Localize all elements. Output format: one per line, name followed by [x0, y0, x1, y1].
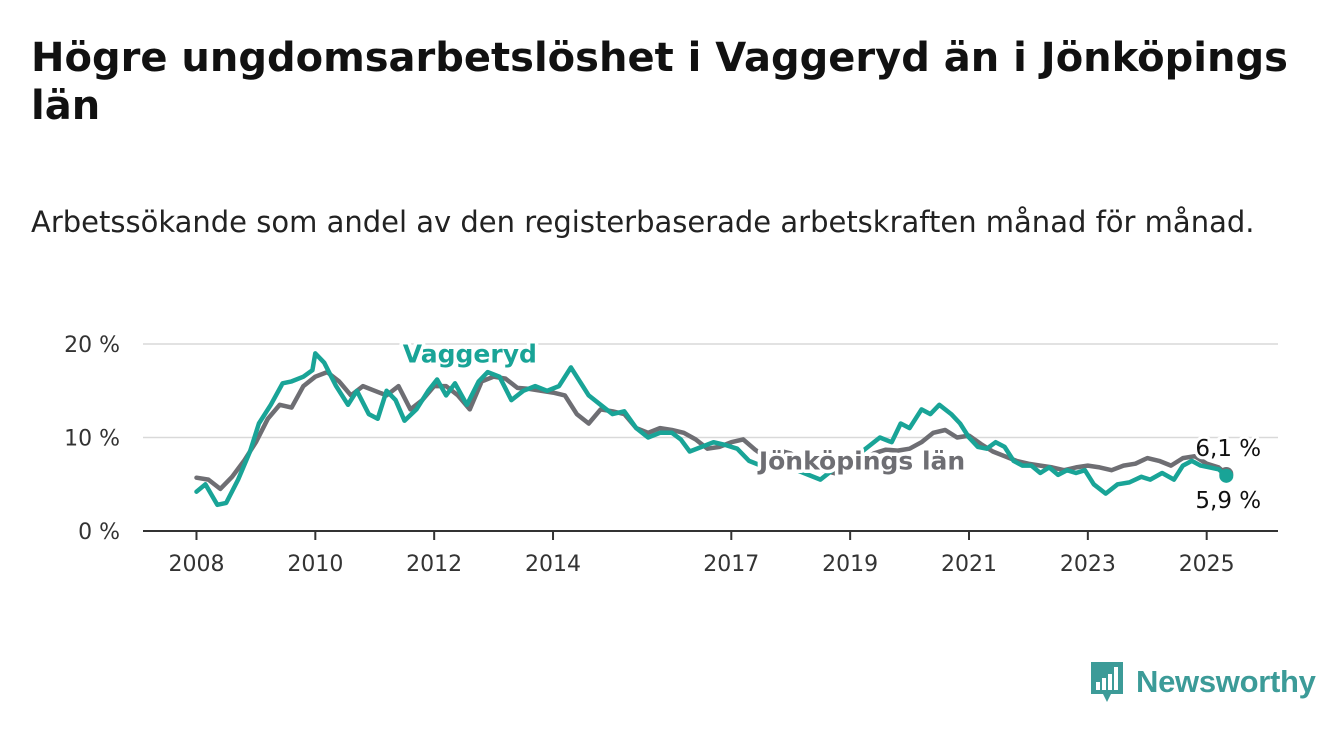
x-tick-label: 2012: [406, 552, 462, 577]
x-tick-label: 2014: [525, 552, 581, 577]
newsworthy-logo: Newsworthy: [1089, 660, 1316, 704]
x-tick-label: 2010: [287, 552, 343, 577]
chart-title: Högre ungdomsarbetslöshet i Vaggeryd än …: [31, 35, 1288, 129]
y-tick-label: 10 %: [64, 427, 120, 452]
grid-lines: [143, 343, 1278, 439]
x-tick-label: 2021: [941, 552, 997, 577]
series-end-point-vaggeryd: [1219, 468, 1234, 483]
series-labels: Jönköpings län 6,1 % Vaggeryd 5,9 %: [399, 336, 1264, 517]
newsworthy-logo-icon: [1091, 662, 1123, 702]
y-tick-label: 20 %: [64, 333, 120, 358]
end-value-label-j-nk-pings-l-n: 6,1 %: [1195, 436, 1261, 462]
x-tick-label: 2017: [703, 552, 759, 577]
x-tick-label: 2019: [822, 552, 878, 577]
end-value-label-vaggeryd: 5,9 %: [1195, 488, 1261, 514]
brand-name: Newsworthy: [1136, 664, 1316, 699]
x-tick-label: 2023: [1060, 552, 1116, 577]
series-line-j-nk-pings-l-n: [194, 369, 1229, 492]
x-tick-label: 2008: [168, 552, 224, 577]
series-lines: [194, 351, 1234, 508]
chart-subtitle: Arbetssökande som andel av den registerb…: [31, 205, 1255, 239]
series-line-vaggeryd: [194, 351, 1229, 508]
y-axis-ticks: 0 % 10 % 20 %: [64, 333, 120, 545]
series-label-vaggeryd: Vaggeryd: [403, 340, 537, 369]
y-tick-label: 0 %: [78, 520, 120, 545]
x-axis-ticks: 2008 2010 2012 2014 2017 2019 2021 2023 2025: [168, 531, 1235, 577]
series-label-j-nk-pings-l-n: Jönköpings län: [757, 446, 965, 475]
x-tick-label: 2025: [1179, 552, 1235, 577]
